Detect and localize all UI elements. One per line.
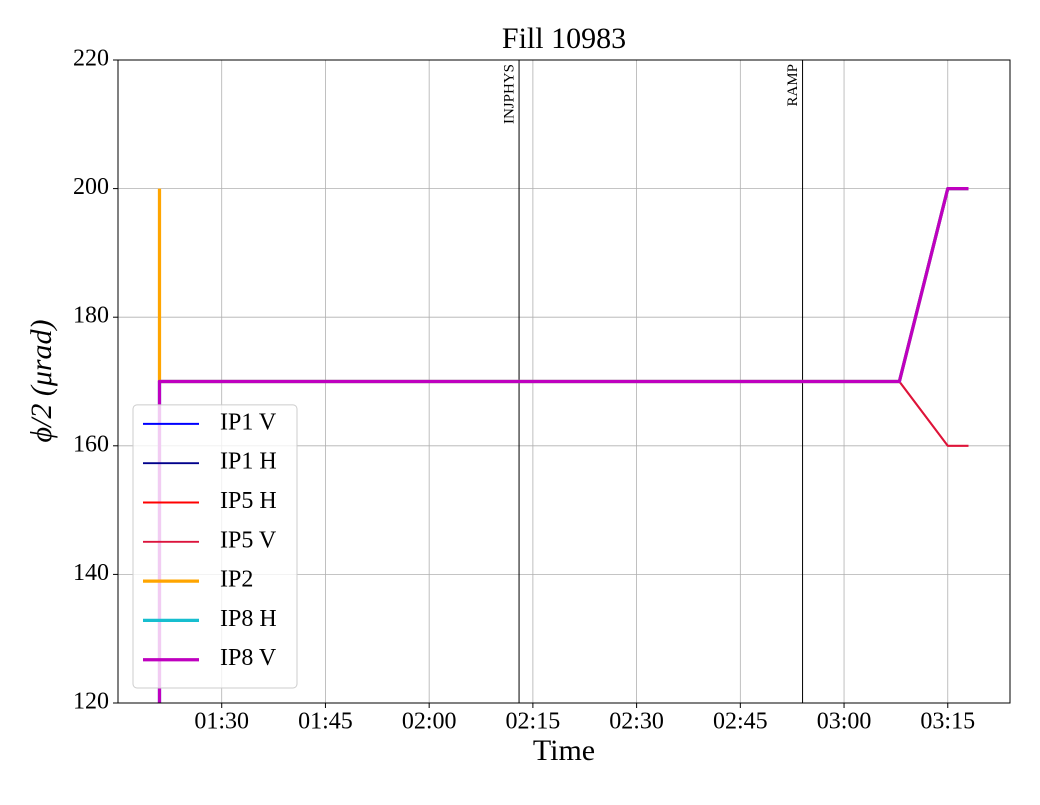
x-tick-label: 02:00 [402,709,457,735]
y-tick-label: 120 [73,689,109,715]
y-tick-label: 180 [73,303,109,329]
x-tick-label: 02:30 [609,709,664,735]
x-tick-label: 03:15 [920,709,975,735]
x-axis-label: Time [533,734,595,767]
y-tick-label: 140 [73,560,109,586]
y-tick-label: 220 [73,46,109,72]
legend-label: IP8 H [220,606,277,632]
x-tick-label: 03:00 [817,709,872,735]
chart-title: Fill 10983 [502,22,626,55]
legend-label: IP1 V [220,409,277,435]
event-label: INJPHYS [501,64,517,124]
y-tick-label: 160 [73,431,109,457]
x-tick-label: 01:45 [298,709,353,735]
legend-box [132,404,298,689]
legend-label: IP5 V [220,527,277,553]
plot-frame [117,59,1011,704]
legend-label: IP1 H [220,449,277,475]
y-tick-label: 200 [73,174,109,200]
x-tick-label: 02:45 [713,709,768,735]
y-axis-label: ϕ/2 (μrad) [25,319,58,442]
x-tick-label: 02:15 [506,709,561,735]
event-label: RAMP [785,64,801,107]
x-tick-label: 01:30 [194,709,249,735]
legend-label: IP2 [220,567,253,593]
legend-label: IP8 V [220,645,277,671]
legend-label: IP5 H [220,488,277,514]
